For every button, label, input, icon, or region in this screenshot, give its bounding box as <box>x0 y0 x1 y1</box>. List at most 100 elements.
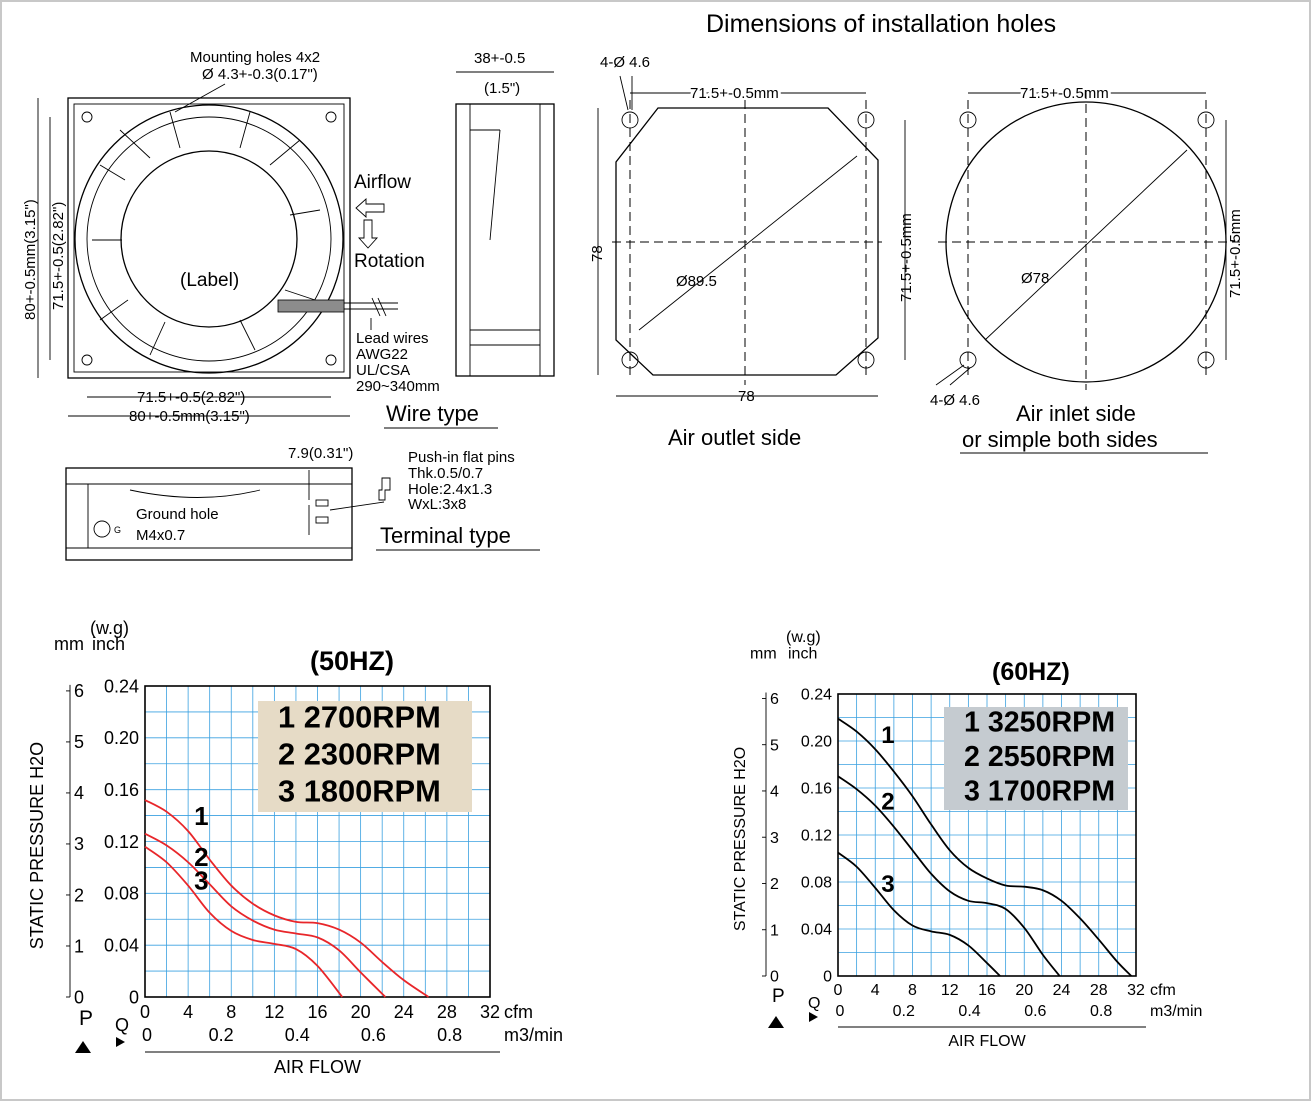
terminal-view: G Ground hole M4x0.7 7.9(0.31") Push-in … <box>65 445 540 561</box>
plot-frame <box>144 685 491 998</box>
y-axis-label: STATIC PRESSURE H2O <box>732 747 749 931</box>
y-tick-inch: 0.04 <box>801 922 832 939</box>
inlet-hole-tl <box>959 111 977 129</box>
x-tick-cfm: 24 <box>394 1002 414 1022</box>
unit-mm: mm <box>750 645 777 662</box>
terminal-pin-2 <box>315 516 329 524</box>
unit-inch: inch <box>788 645 817 662</box>
outlet-diameter-label: Ø89.5 <box>676 273 717 290</box>
y-tick-inch: 0.08 <box>801 875 832 892</box>
x-tick-cfm: 4 <box>871 982 880 999</box>
side-view: 38+-0.5 (1.5") <box>455 50 555 377</box>
x-tick-cfm: 28 <box>1090 982 1108 999</box>
wire-exit <box>277 299 345 313</box>
corner-hole-tr <box>325 111 337 123</box>
unit-wg: (w.g) <box>90 618 129 638</box>
mounting-holes-label: Mounting holes 4x2 <box>190 49 320 66</box>
outlet-diameter-line <box>638 155 858 331</box>
depth-label: 38+-0.5 <box>474 50 525 67</box>
inlet-holes-leader <box>935 364 971 386</box>
x-tick-cfm: 24 <box>1053 982 1071 999</box>
y-tick-mm: 6 <box>770 691 779 708</box>
x-tick-cfm: 32 <box>1127 982 1145 999</box>
x-tick-m3: 0.4 <box>958 1003 980 1020</box>
pins-line-3: Hole:2.4x1.3 <box>408 481 492 498</box>
x-tick-cfm: 12 <box>264 1002 284 1022</box>
y-tick-mm: 2 <box>770 876 779 893</box>
depth-in-label: (1.5") <box>484 80 520 97</box>
series-label-3: 3 <box>881 871 894 898</box>
y-tick-inch: 0 <box>129 987 139 1007</box>
series-line-2 <box>837 775 1061 977</box>
mounting-holes-size: Ø 4.3+-0.3(0.17") <box>202 66 318 83</box>
unit-cfm: cfm <box>504 1002 533 1022</box>
inlet-view: 71.5+-0.5mm Ø78 71.5+-0.5mm 4-Ø 4.6 Air … <box>930 82 1244 454</box>
plot-frame <box>837 693 1137 977</box>
pins-line-2: Thk.0.5/0.7 <box>408 465 483 482</box>
legend-entry: 1 2700RPM <box>278 700 441 735</box>
fan-venturi-inner <box>86 116 332 362</box>
x-tick-m3: 0 <box>142 1025 152 1045</box>
inlet-holes-label: 4-Ø 4.6 <box>930 392 980 409</box>
x-tick-cfm: 16 <box>978 982 996 999</box>
inlet-hole-br <box>1197 351 1215 369</box>
unit-mm: mm <box>54 634 84 654</box>
ground-hole-thread: M4x0.7 <box>136 527 185 544</box>
airflow-arrow-icon <box>355 197 385 219</box>
y-tick-inch: 0.12 <box>104 832 139 852</box>
width-outer-label: 80+-0.5mm(3.15") <box>129 408 250 425</box>
height-outer-label: 80+-0.5mm(3.15") <box>22 199 39 320</box>
page-title: Dimensions of installation holes <box>706 10 1056 38</box>
x-tick-cfm: 32 <box>480 1002 500 1022</box>
series-line-3 <box>144 845 344 998</box>
side-frame-details <box>469 104 541 376</box>
series-line-2 <box>144 832 387 998</box>
outlet-top-dim-label: 71.5+-0.5mm <box>690 85 779 102</box>
y-tick-inch: 0.20 <box>104 728 139 748</box>
y-tick-mm: 1 <box>74 936 84 956</box>
outlet-hole-tr <box>857 111 875 129</box>
y-tick-mm: 2 <box>74 885 84 905</box>
y-tick-mm: 6 <box>74 681 84 701</box>
y-tick-inch: 0.24 <box>104 676 139 696</box>
unit-m3: m3/min <box>504 1025 563 1045</box>
ground-g-mark: G <box>114 525 121 535</box>
x-tick-m3: 0.8 <box>437 1025 462 1045</box>
outlet-height-label: 78 <box>589 245 606 262</box>
terminal-type-label: Terminal type <box>380 523 511 548</box>
legend-box <box>944 707 1128 810</box>
legend-entry: 3 1700RPM <box>964 775 1115 807</box>
pins-line-4: WxL:3x8 <box>408 496 466 513</box>
ground-hole-icon <box>93 520 111 538</box>
series-line-1 <box>837 717 1132 977</box>
x-tick-cfm: 20 <box>1015 982 1033 999</box>
inlet-caption-2: or simple both sides <box>962 427 1158 452</box>
legend-entry: 1 3250RPM <box>964 707 1115 739</box>
y-tick-inch: 0.20 <box>801 734 832 751</box>
y-tick-inch: 0.08 <box>104 884 139 904</box>
q-axis-label: Q <box>808 995 820 1012</box>
q-axis-arrow-icon <box>809 1012 818 1022</box>
unit-cfm: cfm <box>1150 982 1176 999</box>
y-tick-inch: 0.24 <box>801 687 832 704</box>
y-axis-label: STATIC PRESSURE H2O <box>27 742 47 949</box>
fan-venturi <box>74 104 344 374</box>
y-tick-mm: 1 <box>770 922 779 939</box>
fan-frame-inner <box>73 103 345 373</box>
x-tick-m3: 0.6 <box>361 1025 386 1045</box>
y-tick-inch: 0.12 <box>801 828 832 845</box>
x-tick-m3: 0.8 <box>1090 1003 1112 1020</box>
inlet-diameter-label: Ø78 <box>1021 270 1049 287</box>
x-tick-cfm: 0 <box>834 982 843 999</box>
inlet-diameter-line <box>984 149 1188 341</box>
y-tick-mm: 4 <box>770 784 779 801</box>
height-inner-label: 71.5+-0.5(2.82") <box>50 202 67 310</box>
terminal-offset-label: 7.9(0.31") <box>288 445 353 462</box>
series-label-3: 3 <box>194 866 208 896</box>
inlet-top-dim-label: 71.5+-0.5mm <box>1020 85 1109 102</box>
x-axis-label: AIR FLOW <box>948 1033 1026 1050</box>
y-tick-mm: 4 <box>74 783 84 803</box>
